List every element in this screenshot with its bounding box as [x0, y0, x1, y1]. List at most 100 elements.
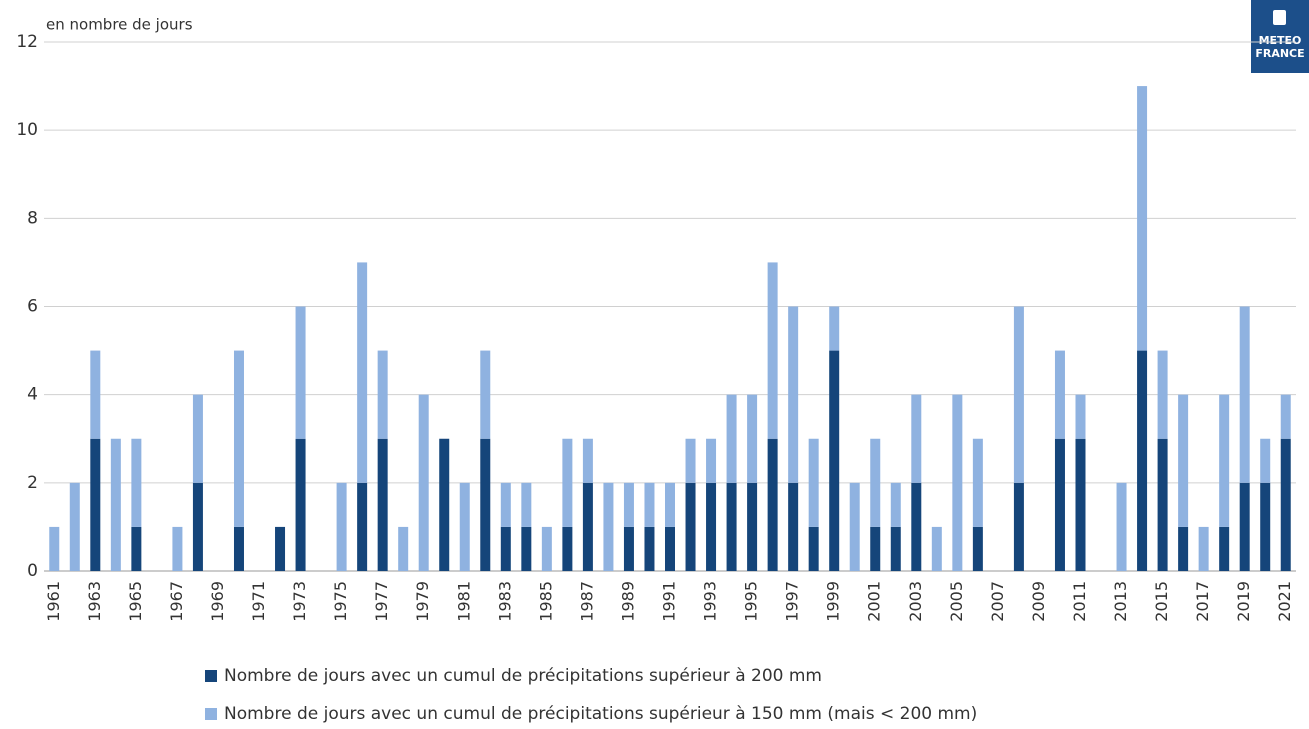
bar-segment [500, 526, 511, 571]
bar-segment [665, 526, 675, 571]
bar-segment [788, 306, 799, 483]
bar-segment [1219, 526, 1230, 571]
bar-segment [357, 262, 368, 483]
bar-segment [541, 526, 552, 571]
bar-segment [972, 438, 983, 527]
x-tick-label: 1999 [824, 581, 843, 622]
bar-segment [1280, 394, 1291, 439]
bar-segment [603, 482, 614, 571]
bar-segment [1280, 438, 1291, 571]
bar-segment [582, 482, 593, 571]
bar-segment [870, 526, 881, 571]
logo-text: METEO [1259, 34, 1302, 47]
x-tick-label: 2001 [865, 581, 884, 622]
x-tick-label: 1961 [44, 581, 63, 622]
bar-segment [418, 394, 429, 571]
x-tick-label: 1989 [618, 581, 637, 622]
x-tick-label: 1983 [495, 581, 514, 622]
x-tick-label: 1965 [126, 581, 145, 622]
bar-segment [644, 482, 655, 527]
bar-segment [1219, 394, 1230, 527]
bar-segment [1178, 394, 1189, 527]
bar-segment [233, 526, 244, 571]
logo-text: FRANCE [1255, 47, 1304, 60]
bar-segment [233, 350, 244, 527]
x-tick-label: 1975 [331, 581, 350, 622]
x-tick-label: 1991 [660, 581, 679, 622]
x-tick-label: 2017 [1193, 581, 1212, 622]
x-tick-label: 2019 [1234, 581, 1253, 622]
bar-segment [911, 482, 922, 571]
bar-segment [1116, 482, 1127, 571]
bar-segment [1157, 350, 1168, 439]
y-tick-label: 12 [16, 32, 38, 52]
x-tick-label: 1995 [742, 581, 761, 622]
bar-segment [480, 350, 491, 439]
x-tick-label: 2011 [1070, 581, 1089, 622]
bar-segment [521, 482, 532, 527]
bar-segment [192, 482, 203, 571]
y-tick-label: 10 [16, 120, 38, 140]
bar-segment [870, 438, 881, 527]
bar-segment [1260, 438, 1271, 483]
bar-segment [747, 394, 758, 483]
bar-segment [706, 438, 717, 483]
bar-segment [582, 438, 593, 483]
bar-segment [726, 394, 737, 483]
bar-segment [788, 482, 799, 571]
x-tick-label: 1973 [290, 581, 309, 622]
x-tick-label: 1997 [783, 581, 802, 622]
x-tick-label: 2009 [1029, 581, 1048, 622]
x-tick-label: 2021 [1275, 581, 1294, 622]
bar-segment [767, 438, 778, 571]
bar-segment [849, 482, 860, 571]
bar-segment [480, 438, 491, 571]
y-tick-label: 8 [27, 208, 38, 228]
bar-segment [172, 526, 183, 571]
bar-segment [1013, 482, 1024, 571]
bar-segment [1198, 526, 1209, 571]
bar-segment [767, 262, 778, 439]
x-tick-label: 2007 [988, 581, 1007, 622]
x-tick-label: 1967 [167, 581, 186, 622]
x-tick-label: 2015 [1152, 581, 1171, 622]
bar-segment [275, 526, 286, 571]
bar-segment [295, 438, 306, 571]
bar-segment [90, 350, 101, 439]
legend-label: Nombre de jours avec un cumul de précipi… [224, 704, 977, 724]
x-tick-label: 2005 [947, 581, 966, 622]
y-tick-label: 6 [27, 297, 38, 317]
bar-segment [1260, 482, 1271, 571]
bar-segment [952, 394, 963, 571]
bar-segment [562, 438, 573, 527]
bar-segment [685, 482, 696, 571]
bar-segment [1239, 306, 1250, 483]
x-tick-label: 1979 [413, 581, 432, 622]
x-tick-label: 1971 [249, 581, 268, 622]
x-tick-label: 1981 [454, 581, 473, 622]
bar-segment [192, 394, 203, 483]
bar-segment [644, 526, 655, 571]
legend-swatch [205, 708, 217, 720]
x-tick-label: 1977 [372, 581, 391, 622]
bar-segment [131, 438, 142, 527]
bar-segment [500, 482, 511, 527]
bar-segment [336, 482, 347, 571]
bar-segment [726, 482, 737, 571]
bar-segment [110, 438, 121, 571]
legend-swatch [205, 670, 217, 682]
x-tick-label: 1993 [701, 581, 720, 622]
bar-segment [931, 526, 942, 571]
bar-segment [829, 350, 840, 571]
bar-segment [69, 482, 80, 571]
bar-segment [562, 526, 573, 571]
bar-segment [665, 482, 675, 527]
bar-segment [1013, 306, 1024, 483]
bar-segment [1075, 394, 1086, 439]
legend-label: Nombre de jours avec un cumul de précipi… [224, 666, 822, 686]
bar-segment [890, 482, 901, 527]
logo-icon [1273, 10, 1286, 25]
bar-segment [1054, 438, 1065, 571]
y-axis-label: en nombre de jours [46, 16, 193, 34]
